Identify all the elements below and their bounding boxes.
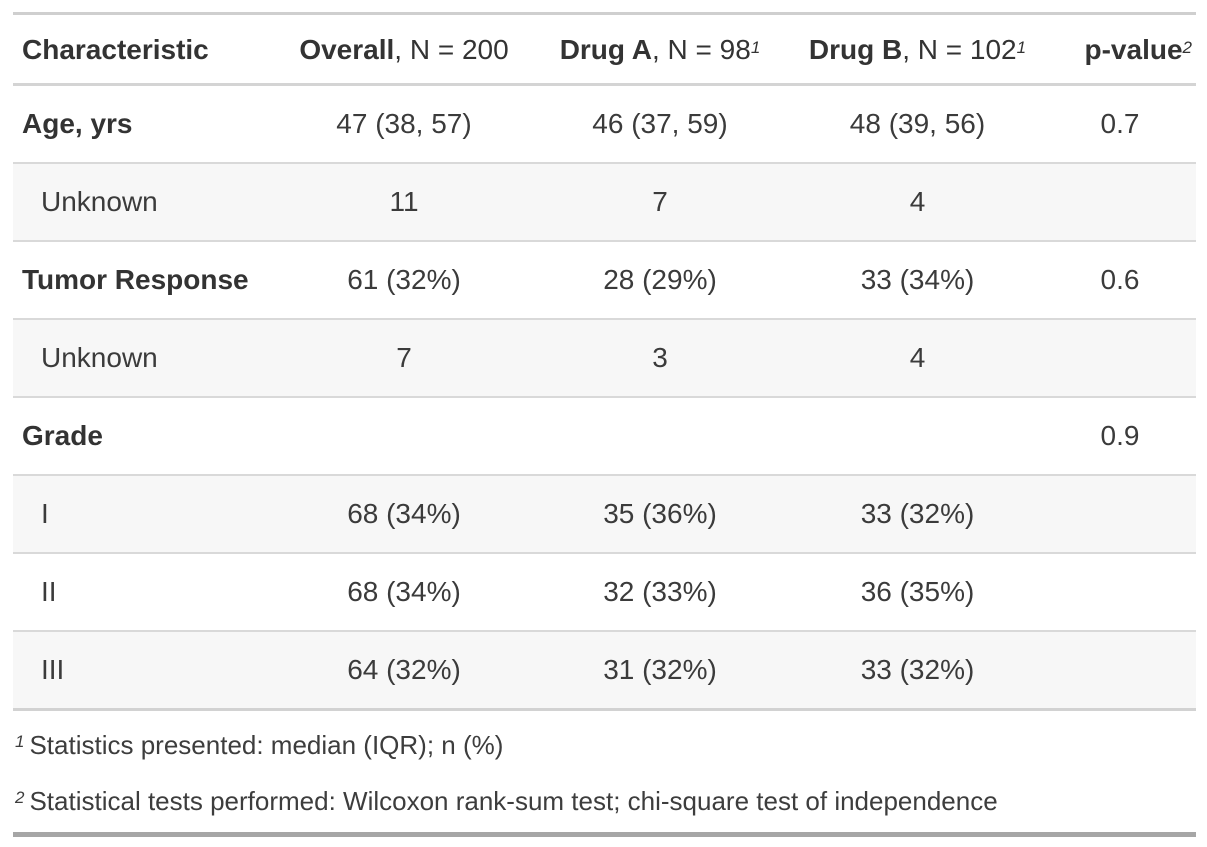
- table-row: II 68 (34%) 32 (33%) 36 (35%): [13, 552, 1196, 631]
- cell-overall: 68 (34%): [279, 474, 529, 553]
- header-label: Drug A: [559, 34, 652, 65]
- cell-overall: 68 (34%): [279, 552, 529, 631]
- column-header-overall: Overall, N = 200: [279, 13, 529, 86]
- row-label: Tumor Response: [13, 240, 279, 319]
- cell-drug-b: 36 (35%): [791, 552, 1044, 631]
- footnote-row: 2 Statistical tests performed: Wilcoxon r…: [13, 769, 1196, 835]
- header-row: Characteristic Overall, N = 200 Drug A, …: [13, 13, 1196, 86]
- cell-p-value: [1044, 474, 1196, 553]
- footnote-marker: 2: [1182, 38, 1192, 57]
- cell-p-value: 0.6: [1044, 240, 1196, 319]
- footnote-marker: 1: [750, 38, 761, 57]
- cell-drug-b: 33 (32%): [791, 630, 1044, 710]
- table-footnotes: 1 Statistics presented: median (IQR); n (…: [13, 708, 1196, 835]
- header-label: p-value: [1084, 34, 1183, 65]
- cell-p-value: [1044, 552, 1196, 631]
- column-header-p-value: p-value2: [1044, 13, 1196, 86]
- cell-drug-b: 4: [791, 318, 1044, 397]
- header-label: Characteristic: [22, 34, 209, 65]
- footnote-text: Statistics presented: median (IQR); n (%…: [29, 730, 504, 760]
- footnote-marker: 1: [15, 732, 25, 751]
- row-label: III: [13, 630, 279, 710]
- row-label: Age, yrs: [22, 108, 133, 139]
- column-header-drug-a: Drug A, N = 981: [529, 13, 791, 86]
- cell-overall: [279, 396, 529, 475]
- column-header-characteristic: Characteristic: [13, 13, 279, 86]
- row-label: I: [13, 474, 279, 553]
- footnote-marker: 2: [15, 788, 25, 807]
- table-row: I 68 (34%) 35 (36%) 33 (32%): [13, 474, 1196, 553]
- header-n: , N = 98: [651, 34, 751, 65]
- row-label: II: [13, 552, 279, 631]
- row-label: Unknown: [13, 318, 279, 397]
- cell-p-value: [1044, 162, 1196, 241]
- cell-drug-b: 33 (32%): [791, 474, 1044, 553]
- table-body: Age, yrs 47 (38, 57) 46 (37, 59) 48 (39,…: [13, 85, 1196, 710]
- table-row: Unknown 7 3 4: [13, 318, 1196, 397]
- cell-drug-a: 46 (37, 59): [592, 108, 728, 139]
- cell-p-value: [1044, 318, 1196, 397]
- cell-drug-b: 33 (34%): [791, 240, 1044, 319]
- cell-overall: 64 (32%): [279, 630, 529, 710]
- table-header: Characteristic Overall, N = 200 Drug A, …: [13, 13, 1196, 86]
- cell-drug-a: 28 (29%): [529, 240, 791, 319]
- header-n: , N = 102: [902, 34, 1017, 65]
- row-label: Unknown: [13, 162, 279, 241]
- table-row: Grade 0.9: [13, 396, 1196, 475]
- column-header-drug-b: Drug B, N = 1021: [791, 13, 1044, 86]
- footnote-marker: 1: [1016, 38, 1027, 57]
- header-label: Overall: [299, 34, 395, 65]
- footnote-1: 1 Statistics presented: median (IQR); n (…: [13, 708, 1196, 769]
- cell-drug-a: 7: [529, 162, 791, 241]
- cell-overall: 61 (32%): [279, 240, 529, 319]
- cell-drug-b: 48 (39, 56): [849, 108, 986, 139]
- cell-drug-a: 3: [529, 318, 791, 397]
- summary-table: Characteristic Overall, N = 200 Drug A, …: [13, 12, 1196, 837]
- cell-drug-a: 31 (32%): [529, 630, 791, 710]
- table-row: III 64 (32%) 31 (32%) 33 (32%): [13, 630, 1196, 710]
- cell-p-value: 0.9: [1044, 396, 1196, 475]
- cell-drug-a: 32 (33%): [529, 552, 791, 631]
- cell-overall: 11: [279, 162, 529, 241]
- cell-drug-b: [791, 396, 1044, 475]
- cell-overall: 47 (38, 57): [336, 108, 472, 139]
- footnote-row: 1 Statistics presented: median (IQR); n (…: [13, 708, 1196, 769]
- table-row: Tumor Response 61 (32%) 28 (29%) 33 (34%…: [13, 240, 1196, 319]
- cell-p-value: 0.7: [1100, 108, 1140, 139]
- table-row: Unknown 11 7 4: [13, 162, 1196, 241]
- table-row: Age, yrs 47 (38, 57) 46 (37, 59) 48 (39,…: [13, 85, 1196, 164]
- header-label: Drug B: [808, 34, 903, 65]
- footnote-text: Statistical tests performed: Wilcoxon ra…: [29, 786, 998, 816]
- cell-p-value: [1044, 630, 1196, 710]
- cell-drug-b: 4: [791, 162, 1044, 241]
- cell-overall: 7: [279, 318, 529, 397]
- header-n: , N = 200: [394, 34, 509, 65]
- row-label: Grade: [13, 396, 279, 475]
- cell-drug-a: [529, 396, 791, 475]
- cell-drug-a: 35 (36%): [529, 474, 791, 553]
- footnote-2: 2 Statistical tests performed: Wilcoxon r…: [13, 769, 1196, 835]
